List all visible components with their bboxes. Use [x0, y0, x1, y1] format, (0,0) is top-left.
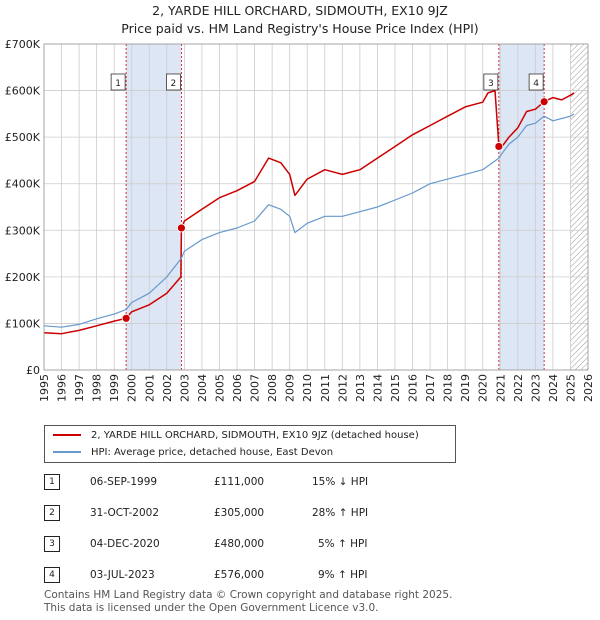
sale-point — [121, 313, 131, 323]
transaction-badge: 2 — [44, 505, 60, 521]
transaction-date: 03-JUL-2023 — [90, 569, 155, 581]
x-tick-label: 2022 — [512, 374, 525, 402]
transaction-badge: 4 — [44, 567, 60, 583]
x-tick-label: 2000 — [126, 374, 139, 402]
series-line-property — [43, 89, 575, 335]
x-tick-label: 1999 — [108, 374, 121, 402]
x-tick-label: 2024 — [547, 374, 560, 402]
x-tick-label: 1995 — [38, 374, 51, 402]
sale-badge-label: 1 — [115, 79, 121, 89]
x-tick-label: 2017 — [424, 374, 437, 402]
x-axis: 1995 1996 1997 1998 1999 2000 2001 2002 2003 2004… — [38, 374, 595, 402]
x-tick-label: 2006 — [231, 374, 244, 402]
legend-label-property: 2, YARDE HILL ORCHARD, SIDMOUTH, EX10 9J… — [91, 430, 419, 441]
transaction-hpi: 28% ↑ HPI — [312, 507, 369, 519]
shaded-period — [498, 44, 545, 370]
sale-badge-label: 3 — [488, 79, 494, 89]
sale-badge-box — [110, 73, 126, 91]
transaction-price: £480,000 — [214, 538, 265, 550]
x-tick-label: 2014 — [371, 374, 384, 402]
footer-license: This data is licensed under the Open Gov… — [44, 602, 379, 614]
transaction-date: 06-SEP-1999 — [90, 476, 158, 488]
sale-point — [177, 223, 186, 233]
plot-frame — [43, 43, 589, 371]
sale-badge-box — [528, 73, 544, 91]
x-tick-label: 2019 — [459, 374, 472, 402]
x-tick-label: 1996 — [56, 374, 69, 402]
transaction-price: £576,000 — [214, 569, 265, 581]
sale-badge-label: 2 — [171, 79, 177, 89]
chart-title: 2, YARDE HILL ORCHARD, SIDMOUTH, EX10 9J… — [152, 3, 448, 18]
sale-points — [121, 97, 549, 323]
x-tick-label: 2001 — [143, 374, 156, 402]
x-tick-label: 2007 — [249, 374, 262, 402]
y-tick-label: £200K — [5, 271, 41, 284]
legend-item-hpi: HPI: Average price, detached house, East… — [53, 446, 333, 460]
y-tick-label: £400K — [5, 178, 41, 191]
x-tick-label: 2013 — [354, 374, 367, 402]
x-tick-label: 2011 — [319, 374, 332, 402]
x-tick-label: 1997 — [73, 374, 86, 402]
legend-item-property: 2, YARDE HILL ORCHARD, SIDMOUTH, EX10 9J… — [53, 429, 419, 443]
transaction-hpi: 5% ↑ HPI — [318, 538, 368, 550]
sale-marker-lines — [125, 44, 545, 370]
x-tick-label: 2008 — [266, 374, 279, 402]
transaction-date: 04-DEC-2020 — [90, 538, 160, 550]
x-tick-label: 2020 — [477, 374, 490, 402]
chart-subtitle: Price paid vs. HM Land Registry's House … — [121, 21, 479, 36]
legend-swatch-property — [53, 434, 81, 436]
transaction-hpi: 9% ↑ HPI — [318, 569, 368, 581]
x-tick-label: 2012 — [336, 374, 349, 402]
y-tick-label: £500K — [5, 131, 41, 144]
legend-label-hpi: HPI: Average price, detached house, East… — [91, 447, 334, 458]
x-tick-label: 2015 — [389, 374, 402, 402]
transaction-badge: 3 — [44, 536, 60, 552]
x-tick-label: 2026 — [582, 374, 595, 402]
x-tick-label: 1998 — [91, 374, 104, 402]
y-tick-label: £700K — [5, 38, 41, 51]
transaction-price: £305,000 — [214, 507, 265, 519]
legend: 2, YARDE HILL ORCHARD, SIDMOUTH, EX10 9J… — [44, 425, 456, 463]
legend-swatch-hpi — [53, 451, 81, 453]
x-tick-label: 2023 — [529, 374, 542, 402]
hatched-region — [570, 44, 588, 370]
sale-badge: 2 — [166, 73, 181, 91]
x-tick-label: 2021 — [494, 374, 507, 402]
sale-badge: 1 — [110, 73, 126, 91]
sale-badge: 4 — [528, 73, 544, 91]
transaction-hpi: 15% ↓ HPI — [312, 476, 369, 488]
x-tick-label: 2010 — [301, 374, 314, 402]
x-tick-label: 2009 — [284, 374, 297, 402]
x-tick-label: 2018 — [442, 374, 455, 402]
transaction-date: 31-OCT-2002 — [90, 507, 159, 519]
sale-badges: 1 2 3 4 — [110, 73, 544, 91]
footer-copyright: Contains HM Land Registry data © Crown c… — [44, 589, 453, 601]
y-tick-label: £0 — [26, 364, 40, 377]
shaded-periods — [126, 44, 588, 370]
sale-point — [494, 142, 504, 151]
x-tick-label: 2025 — [564, 374, 577, 402]
x-tick-label: 2003 — [178, 374, 191, 402]
y-tick-label: £600K — [5, 85, 41, 98]
sale-badge-box — [166, 73, 181, 91]
sale-point — [539, 97, 549, 107]
y-axis: £0 £100K £200K £300K £400K £500K £600K £700K — [5, 38, 41, 377]
series-lines — [43, 89, 575, 335]
y-tick-label: £100K — [5, 317, 41, 330]
x-tick-label: 2016 — [407, 374, 420, 402]
series-line-hpi — [43, 113, 575, 328]
price-chart: 1 2 3 4 £0 £100K £200K £300K £400K £500K £600K £70… — [5, 38, 595, 402]
sale-badge-box — [483, 73, 499, 91]
y-tick-label: £300K — [5, 224, 41, 237]
x-tick-label: 2002 — [161, 374, 174, 402]
transaction-price: £111,000 — [214, 476, 265, 488]
transaction-badge: 1 — [44, 474, 60, 490]
shaded-period — [126, 44, 182, 370]
x-tick-label: 2004 — [196, 374, 209, 402]
x-tick-label: 2005 — [213, 374, 226, 402]
sale-badge: 3 — [483, 73, 499, 91]
sale-badge-label: 4 — [533, 79, 539, 89]
